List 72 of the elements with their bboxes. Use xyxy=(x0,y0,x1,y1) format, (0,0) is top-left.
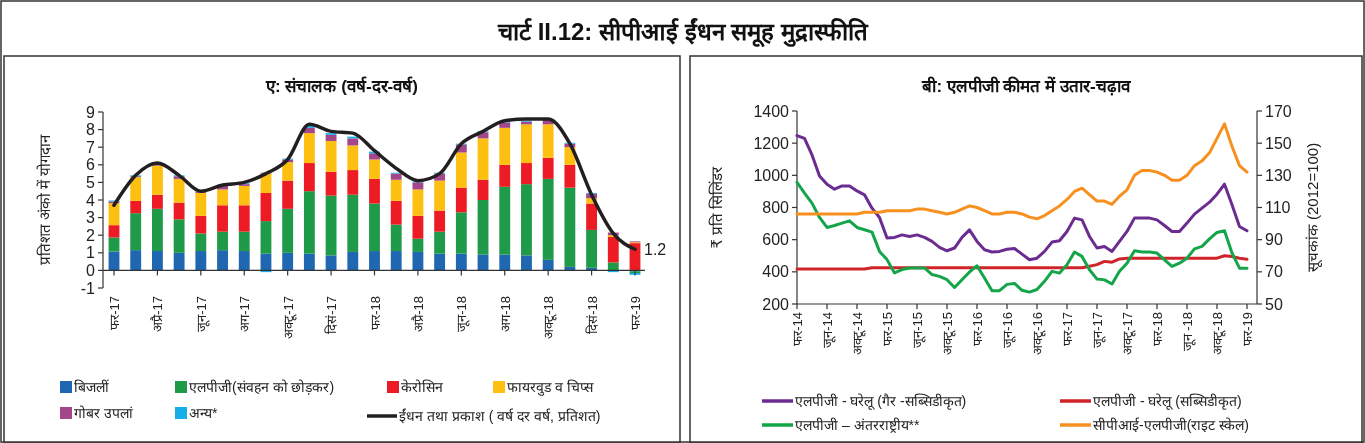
y2-tick-label: 50 xyxy=(1265,295,1283,313)
y2-axis-title: सूचकांक (2012=100) xyxy=(1304,142,1323,273)
x-tick-label: फर-19 xyxy=(1240,312,1255,346)
x-tick-label: अग-17 xyxy=(237,296,253,332)
legend-label: सीपीआई-एलपीजी(राइट स्केल) xyxy=(1093,416,1249,433)
x-tick-label: जून-15 xyxy=(910,312,926,348)
y2-tick-label: 130 xyxy=(1265,166,1292,184)
data-label: 1.2 xyxy=(644,240,667,258)
y-tick-label: 5 xyxy=(86,174,96,191)
legend-label: एलपीजी - घरेलू (सब्सिडीकृत) xyxy=(1093,392,1242,410)
y-tick-label: -1 xyxy=(80,279,96,297)
legend-label: ईंधन तथा प्रकाश ( वर्ष दर वर्ष, प्रतिशत) xyxy=(399,407,601,424)
y-tick-label: 400 xyxy=(762,263,790,281)
y-axis-title: ₹ प्रति सिलिंडर xyxy=(708,165,725,249)
y-tick-label: 9 xyxy=(86,103,96,121)
x-tick-label: अक्टू-15 xyxy=(940,312,956,355)
chart-title: चार्ट II.12: सीपीआई ईंधन समूह मुद्रास्फीति xyxy=(496,18,870,48)
x-tick-label: फर-19 xyxy=(628,296,643,330)
x-tick-label: अप्रै-17 xyxy=(150,296,166,332)
x-tick-label: फर-15 xyxy=(880,312,895,346)
y2-tick-label: 110 xyxy=(1265,199,1291,217)
legend-label: अन्य* xyxy=(189,404,218,421)
y-tick-label: 2 xyxy=(86,226,96,244)
x-tick-label: जून-18 xyxy=(454,296,471,332)
y-tick-label: 1 xyxy=(86,244,96,262)
x-tick-label: फर-14 xyxy=(790,312,805,346)
y-tick-label: 8 xyxy=(86,121,96,139)
x-tick-label: फर-18 xyxy=(367,296,383,330)
x-tick-label: फर-17 xyxy=(1060,312,1075,346)
legend-label: एलपीजी – अंतरराष्ट्रीय** xyxy=(795,416,921,433)
x-tick-label: फर-18 xyxy=(1150,312,1165,346)
y-tick-label: 4 xyxy=(86,191,96,209)
x-tick-label: अक्टू-18 xyxy=(1210,312,1226,355)
legend-label: फायरवुड व चिप्स xyxy=(507,378,594,396)
x-tick-label: अक्टू-17 xyxy=(280,296,297,339)
y-tick-label: 1400 xyxy=(753,102,790,120)
legend-label: गोबर उपलां xyxy=(74,404,133,421)
y2-tick-label: 90 xyxy=(1265,231,1283,249)
x-tick-label: जून-14 xyxy=(820,312,836,348)
y-tick-label: 0 xyxy=(86,262,96,279)
x-tick-label: जून-17 xyxy=(193,296,210,332)
legend-label: एलपीजी - घरेलू (गैर -सब्सिडीकृत) xyxy=(795,392,967,410)
x-tick-label: अप्रै-18 xyxy=(410,296,426,332)
y-tick-label: 200 xyxy=(762,295,790,313)
x-tick-label: अक्टू-14 xyxy=(850,312,866,355)
y-tick-label: 800 xyxy=(762,199,790,217)
y-tick-label: 600 xyxy=(762,231,790,249)
x-tick-label: अक्टू-17 xyxy=(1120,312,1136,355)
x-tick-label: फर-16 xyxy=(970,312,985,346)
y2-tick-label: 150 xyxy=(1265,134,1292,152)
x-tick-label: फर-17 xyxy=(107,296,122,330)
x-tick-label: जून-16 xyxy=(1000,312,1016,348)
y-tick-label: 6 xyxy=(86,156,96,174)
y2-tick-label: 170 xyxy=(1265,102,1292,120)
chart-subtitle: ए: संचालक (वर्ष-दर-वर्ष) xyxy=(265,76,418,96)
y-tick-label: 3 xyxy=(86,209,96,227)
x-tick-label: अक्टू-18 xyxy=(541,296,558,339)
y-tick-label: 7 xyxy=(86,138,96,156)
x-tick-label: दिसं-17 xyxy=(324,296,340,334)
legend-label: बिजलीं xyxy=(74,378,109,395)
x-tick-label: दिसं-18 xyxy=(584,296,600,334)
y2-tick-label: 70 xyxy=(1265,263,1283,281)
chart-subtitle: बी: एलपीजी कीमत में उतार-चढ़ाव xyxy=(921,76,1132,96)
legend-label: एलपीजी(संवहन को छोड़कर) xyxy=(189,378,335,395)
x-tick-label: जून-17 xyxy=(1090,312,1106,348)
y-tick-label: 1200 xyxy=(753,134,790,152)
y-tick-label: 1000 xyxy=(753,166,790,184)
y-axis-title: प्रतिशत अंको में योगदान xyxy=(36,133,53,266)
x-tick-label: जून -18 xyxy=(1180,312,1196,352)
legend-label: केरोसिन xyxy=(401,378,443,395)
x-tick-label: अक्टू-16 xyxy=(1030,312,1046,355)
x-tick-label: अग-18 xyxy=(497,296,513,332)
